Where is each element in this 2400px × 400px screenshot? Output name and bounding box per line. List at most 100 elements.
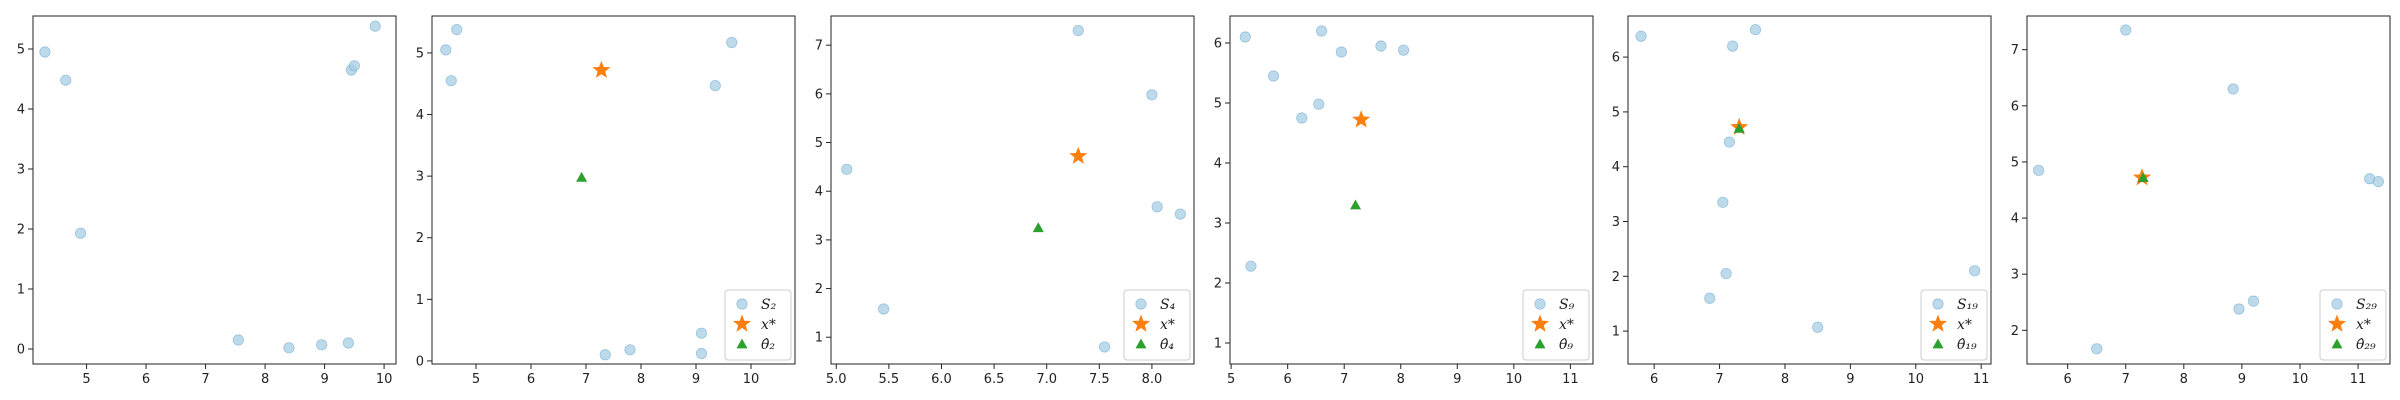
legend-label: x*	[1957, 317, 1972, 333]
data-marks	[39, 20, 381, 354]
plot-frame	[32, 15, 397, 365]
x-tick-label: 8.0	[1142, 372, 1163, 387]
sample-point	[841, 163, 853, 175]
legend-label: x*	[1559, 317, 1574, 333]
legend-marker-samples	[1135, 298, 1147, 310]
sample-point	[709, 80, 721, 92]
x-tick-label: 11	[2350, 372, 2367, 387]
legend-marker-samples	[1932, 298, 1944, 310]
y-tick-label: 2	[17, 223, 25, 238]
legend: S₁₉ x* θ̂₁₉	[1920, 289, 1988, 361]
y-tick-label: 3	[17, 163, 25, 178]
chart-panel-6: 6 7 8 9 10 11 2 3 4 5 6 7 S₂₉ x* θ̂₂₉	[2011, 15, 2391, 387]
estimate-triangle-marker	[2137, 172, 2149, 183]
legend-label: θ̂₉	[1559, 337, 1573, 353]
y-tick-label: 1	[416, 293, 424, 308]
y-tick-label: 4	[815, 185, 823, 200]
x-tick-label: 8	[637, 372, 645, 387]
legend-marker-estimate	[2331, 338, 2343, 349]
legend-marker-estimate	[1932, 338, 1944, 349]
x-tick-label: 10	[2292, 372, 2309, 387]
x-tick-label: 11	[1973, 372, 1990, 387]
x-tick-label: 5.0	[826, 372, 847, 387]
x-tick-label: 7	[582, 372, 590, 387]
x-tick-label: 6	[1650, 372, 1658, 387]
x-tick-label: 9	[1846, 372, 1854, 387]
y-tick-label: 2	[1612, 270, 1620, 285]
sample-point	[451, 23, 463, 36]
x-tick-label: 7.5	[1089, 372, 1110, 387]
data-marks	[440, 23, 738, 361]
target-star-marker	[1069, 146, 1088, 164]
x-tick-label: 9	[1453, 372, 1461, 387]
y-tick-label: 6	[1612, 51, 1620, 66]
plot-frame	[431, 15, 796, 365]
legend-label: S₂₉	[2356, 297, 2377, 313]
sample-point	[1296, 112, 1308, 124]
x-tick-label: 7	[2122, 372, 2130, 387]
legend-marker-estimate	[736, 338, 748, 349]
x-tick-label: 8	[261, 372, 269, 387]
y-tick-label: 5	[1612, 105, 1620, 120]
estimate-triangle-marker	[1733, 122, 1745, 133]
legend-marker-samples	[736, 298, 748, 310]
y-tick-label: 6	[815, 87, 823, 102]
sample-point	[1635, 30, 1647, 42]
sample-point	[1151, 201, 1163, 213]
y-tick-label: 1	[17, 283, 25, 298]
legend-label: x*	[2356, 317, 2371, 333]
plot-frame	[1627, 15, 1992, 365]
sample-point	[369, 20, 381, 32]
x-tick-label: 11	[1562, 372, 1579, 387]
y-tick-label: 3	[815, 233, 823, 248]
plot-frame	[830, 15, 1195, 365]
y-tick-label: 1	[815, 331, 823, 346]
legend-label: x*	[1160, 317, 1175, 333]
sample-point	[283, 342, 295, 354]
legend: S₄ x* θ̂₄	[1123, 289, 1191, 361]
legend-marker-target	[1530, 314, 1550, 332]
x-tick-label: 6	[142, 372, 150, 387]
target-star-marker	[592, 60, 611, 78]
x-tick-label: 7	[201, 372, 209, 387]
data-marks	[1239, 25, 1410, 272]
data-marks	[1635, 24, 1981, 333]
sample-point	[878, 303, 890, 315]
sample-point	[1717, 196, 1729, 208]
x-tick-label: 6	[1284, 372, 1292, 387]
sample-point	[1267, 70, 1280, 82]
sample-point	[445, 75, 457, 87]
sample-point	[1146, 89, 1158, 101]
sample-point	[316, 339, 328, 351]
legend-marker-target	[1928, 314, 1948, 332]
sample-point	[1727, 40, 1739, 52]
target-star-marker	[1352, 110, 1371, 128]
sample-point	[1720, 267, 1732, 280]
sample-point	[1239, 31, 1251, 43]
y-tick-label: 1	[1612, 325, 1620, 340]
x-tick-label: 5	[472, 372, 480, 387]
y-tick-label: 5	[815, 136, 823, 151]
x-tick-label: 5	[1227, 372, 1235, 387]
x-tick-label: 10	[743, 372, 760, 387]
legend-marker-estimate	[1135, 338, 1147, 349]
sample-point	[1723, 136, 1735, 148]
legend-label: θ̂₁₉	[1957, 337, 1977, 353]
legend: S₂ x* θ̂₂	[724, 289, 792, 361]
sample-point	[75, 227, 87, 239]
legend-marker-samples	[2331, 298, 2343, 310]
legend-marker-target	[2327, 314, 2347, 332]
sample-point	[348, 60, 360, 72]
chart-panel-2: 5 6 7 8 9 10 0 1 2 3 4 5 S₂ x* θ̂₂	[416, 15, 796, 387]
y-tick-label: 3	[416, 170, 424, 185]
sample-point	[1098, 341, 1111, 353]
estimate-triangle-marker	[1350, 199, 1362, 210]
y-tick-label: 2	[2011, 324, 2019, 339]
y-tick-label: 4	[1214, 157, 1222, 172]
sample-point	[2033, 164, 2045, 176]
sample-point	[1315, 25, 1328, 37]
legend-label: θ̂₂	[761, 337, 775, 353]
plot-frame	[1229, 15, 1594, 365]
sample-point	[1313, 98, 1325, 110]
